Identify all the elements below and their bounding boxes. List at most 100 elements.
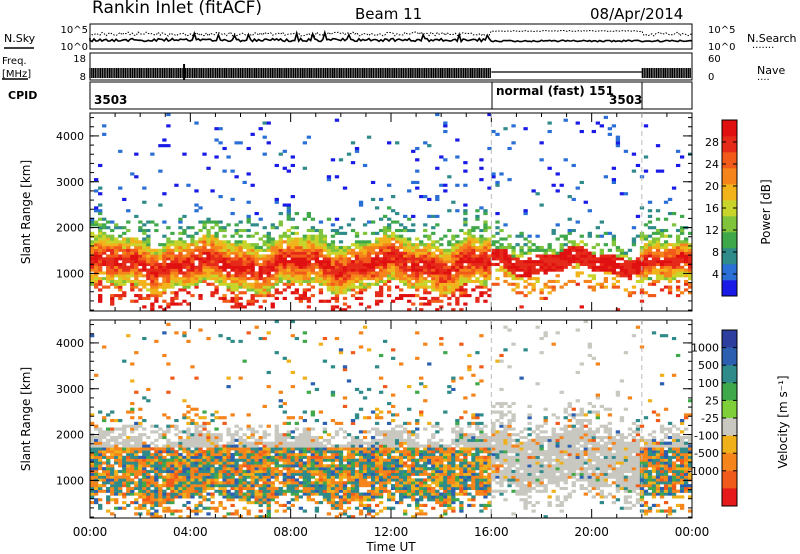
power-cell [302,296,308,300]
figure-title: Rankin Inlet (fitACF) [92,0,262,18]
velocity-cell [198,475,203,479]
power-cell [411,274,416,278]
velocity-cell [274,469,279,474]
power-cell [543,248,548,252]
power-cell [114,257,119,261]
power-cell [338,257,344,261]
velocity-cell [102,484,107,488]
velocity-cell [210,481,215,485]
power-cell [330,243,336,247]
power-cell [258,245,263,250]
velocity-cell [126,438,131,442]
power-cell [142,296,147,300]
power-cell [218,282,223,286]
power-cell [559,251,564,255]
power-cell [258,257,263,261]
velocity-cell [130,489,135,493]
power-cell [403,228,408,233]
power-cell [282,254,287,258]
power-cell [102,217,107,221]
power-cell [547,260,552,264]
power-cell [635,234,641,238]
power-cell [395,271,400,275]
velocity-cell [174,486,179,491]
power-cell [222,226,227,230]
power-cell [374,265,380,269]
velocity-cell [286,433,291,437]
velocity-cell [146,475,151,479]
power-cell [334,299,340,303]
power-cell [318,262,324,267]
power-cell [214,268,219,272]
power-cell [154,277,159,281]
power-cell [282,271,287,275]
power-cell [411,294,416,298]
power-cell [122,226,127,230]
power-cell [503,254,508,258]
power-cell [362,248,368,252]
power-cell [126,240,131,244]
velocity-cell [98,447,103,451]
power-cell [531,243,536,247]
power-cell [459,228,464,233]
velocity-cell [330,365,336,369]
power-cell [110,248,115,252]
power-cell [242,245,247,250]
power-cell [399,228,404,233]
velocity-cell [294,478,299,482]
power-cell [94,251,99,255]
power-cell [386,251,392,255]
velocity-cell [346,447,352,451]
power-cell [138,268,143,272]
power-cell [206,257,211,261]
velocity-cell [186,441,191,445]
velocity-cell [294,464,299,468]
power-cell [326,257,332,261]
power-cell [262,121,267,125]
power-cell [146,296,151,300]
power-cell [667,279,673,284]
power-cell [386,183,392,187]
power-cell [266,277,271,281]
velocity-cell [274,472,279,476]
velocity-cell [146,492,151,496]
power-cell [427,260,432,264]
velocity-cell [218,501,223,505]
power-cell [439,277,444,281]
velocity-cell [158,427,163,431]
power-cell [214,223,219,227]
power-cell [114,248,119,252]
velocity-cell [286,489,291,493]
power-cell [198,279,203,284]
power-cell [94,265,99,269]
velocity-cell [238,498,243,502]
noise-tick-left-bottom: 10^0 [61,42,88,53]
power-cell [274,200,279,204]
power-cell [286,285,291,289]
velocity-cell [110,489,115,493]
power-cell [282,282,287,286]
velocity-cell [306,458,312,462]
power-cell [615,274,621,278]
power-cell [358,291,364,295]
power-cell [531,260,536,264]
power-cell [170,265,175,269]
velocity-cell [186,447,191,451]
velocity-cell [114,427,119,431]
power-cell [270,243,275,247]
velocity-cell [142,469,147,474]
power-cell [547,254,552,258]
power-cell [290,291,295,295]
power-cell [403,268,408,272]
power-cell [370,220,376,224]
velocity-cell [258,452,263,457]
power-cell [687,291,693,295]
power-cell [146,245,151,250]
power-cell [447,279,452,284]
velocity-cell [142,433,147,437]
velocity-cell [146,452,151,457]
power-cell [354,279,360,284]
power-cell [234,240,239,244]
power-cell [423,257,428,261]
velocity-cell [282,472,287,476]
